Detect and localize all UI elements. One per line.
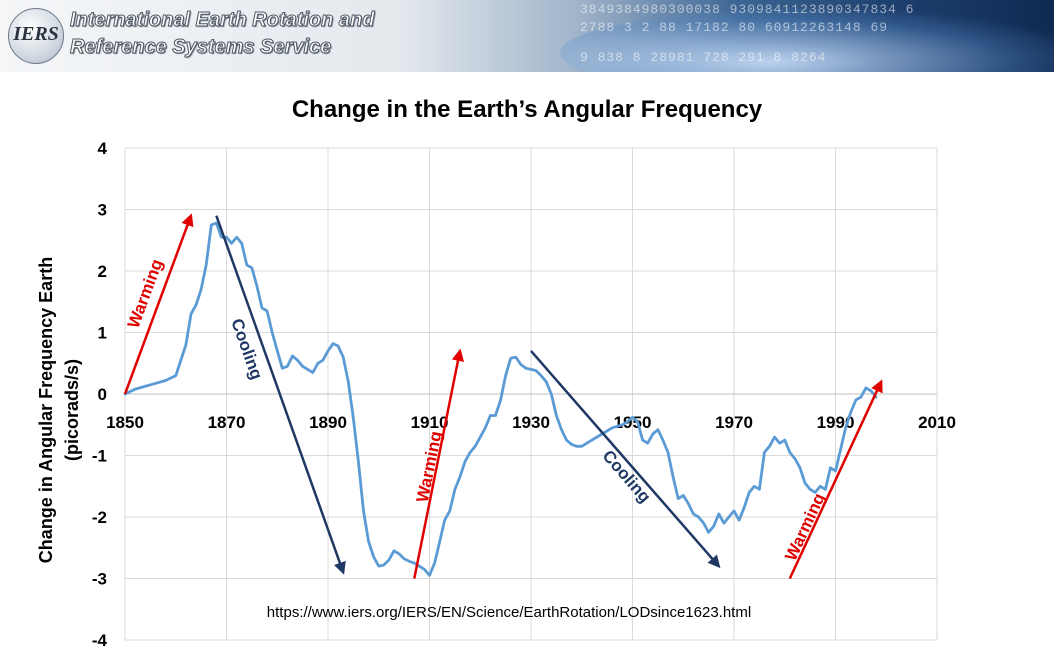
- y-tick-label: -2: [92, 508, 107, 527]
- y-tick-label: 0: [98, 385, 107, 404]
- trend-arrow: [215, 215, 346, 575]
- trend-label: Cooling: [227, 316, 266, 382]
- org-name-line2: Reference Systems Service: [69, 36, 332, 59]
- banner-digits: 2788 3 2 88 17182 80 60912263148 69: [580, 20, 889, 35]
- header-banner: 3849384980300038 9309841123890347834 6 2…: [0, 0, 1054, 72]
- source-url: https://www.iers.org/IERS/EN/Science/Ear…: [267, 604, 751, 621]
- iers-logo: IERS: [8, 8, 64, 64]
- banner-digits: 3849384980300038 9309841123890347834 6: [580, 2, 915, 17]
- x-tick-label: 2010: [918, 413, 956, 432]
- trend-label: Warming: [781, 490, 829, 563]
- trend-arrow: [413, 348, 465, 579]
- trend-arrow: [123, 213, 194, 395]
- chart-title: Change in the Earth’s Angular Frequency: [292, 96, 763, 123]
- x-tick-label: 1910: [411, 413, 449, 432]
- x-tick-label: 1870: [208, 413, 246, 432]
- y-tick-label: -1: [92, 447, 107, 466]
- y-tick-label: 1: [98, 324, 107, 343]
- y-tick-label: 2: [98, 262, 107, 281]
- series-line: [123, 221, 878, 577]
- x-tick-label: 1950: [614, 413, 652, 432]
- x-tick-label: 1850: [106, 413, 144, 432]
- trend-label: Warming: [124, 257, 167, 331]
- y-tick-label: -3: [92, 570, 107, 589]
- x-tick-label: 1890: [309, 413, 347, 432]
- trend-label: Warming: [413, 430, 446, 504]
- banner-digits: 9 838 8 28981 728 291 8 8264: [580, 50, 827, 65]
- x-tick-label: 1930: [512, 413, 550, 432]
- y-tick-label: -4: [92, 631, 108, 650]
- y-tick-label: 3: [98, 201, 107, 220]
- trend-arrow: [530, 350, 721, 569]
- logo-text: IERS: [13, 23, 59, 45]
- trend-arrow: [788, 379, 883, 580]
- org-name-line1: International Earth Rotation and: [69, 9, 375, 32]
- y-axis-label: Change in Angular Frequency Earth: [36, 257, 56, 563]
- y-axis-label-units: (picorads/s): [62, 359, 82, 461]
- x-tick-label: 1970: [715, 413, 753, 432]
- y-tick-label: 4: [98, 139, 108, 158]
